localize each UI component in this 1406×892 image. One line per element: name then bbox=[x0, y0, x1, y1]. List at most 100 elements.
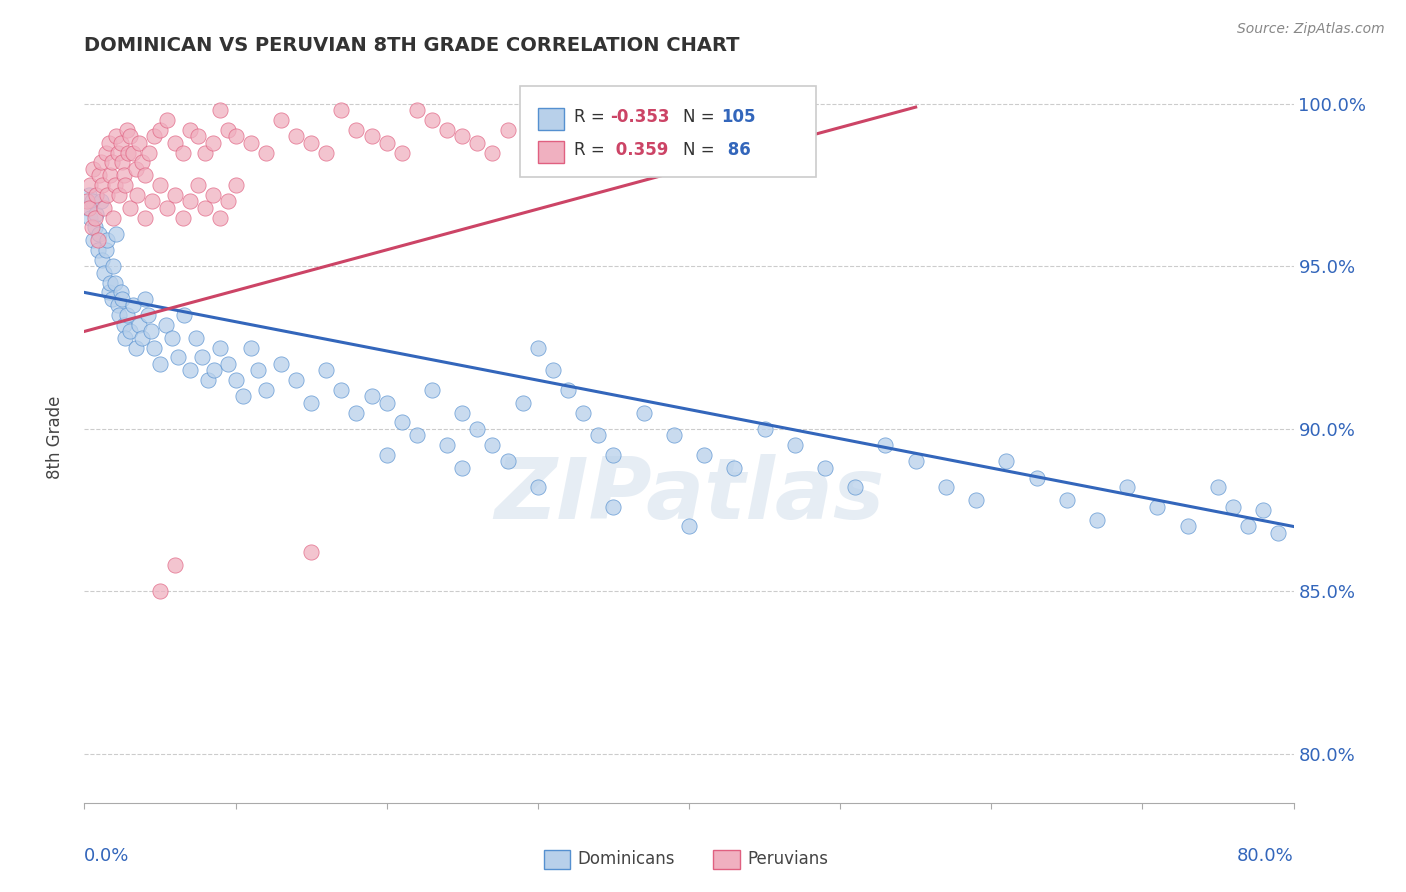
Point bbox=[481, 145, 503, 160]
Text: 0.359: 0.359 bbox=[610, 141, 669, 159]
Point bbox=[186, 331, 208, 345]
Point bbox=[149, 357, 172, 371]
Point bbox=[481, 438, 503, 452]
Point bbox=[131, 331, 153, 345]
Point bbox=[375, 136, 398, 150]
Point bbox=[299, 136, 322, 150]
Point bbox=[149, 123, 172, 137]
FancyBboxPatch shape bbox=[538, 108, 564, 130]
Point bbox=[1177, 519, 1199, 533]
Point bbox=[512, 396, 534, 410]
FancyBboxPatch shape bbox=[713, 850, 740, 869]
Point bbox=[723, 461, 745, 475]
Point bbox=[115, 123, 138, 137]
Text: 80.0%: 80.0% bbox=[1237, 847, 1294, 864]
Point bbox=[270, 357, 292, 371]
Point bbox=[904, 454, 927, 468]
Point bbox=[217, 194, 239, 209]
Point bbox=[254, 145, 277, 160]
Point bbox=[467, 422, 489, 436]
Point bbox=[172, 211, 194, 225]
Point bbox=[101, 211, 124, 225]
Point bbox=[391, 416, 413, 430]
Text: N =: N = bbox=[683, 141, 714, 159]
Point bbox=[104, 276, 127, 290]
Point bbox=[315, 145, 337, 160]
Point bbox=[375, 396, 398, 410]
Text: ZIPatlas: ZIPatlas bbox=[494, 454, 884, 537]
Point bbox=[194, 145, 217, 160]
Point bbox=[118, 201, 141, 215]
Point bbox=[693, 448, 716, 462]
Point bbox=[217, 123, 239, 137]
Point bbox=[232, 389, 254, 403]
Point bbox=[101, 260, 124, 274]
Point bbox=[94, 145, 117, 160]
Point bbox=[115, 308, 138, 322]
Point bbox=[1085, 513, 1108, 527]
Point bbox=[79, 178, 101, 193]
Point bbox=[1056, 493, 1078, 508]
Point bbox=[179, 123, 201, 137]
Point bbox=[239, 136, 262, 150]
Text: Peruvians: Peruvians bbox=[747, 850, 828, 868]
Point bbox=[557, 136, 579, 150]
Point bbox=[754, 422, 776, 436]
Text: DOMINICAN VS PERUVIAN 8TH GRADE CORRELATION CHART: DOMINICAN VS PERUVIAN 8TH GRADE CORRELAT… bbox=[84, 36, 740, 54]
Point bbox=[136, 308, 159, 322]
Point bbox=[225, 373, 247, 387]
Point bbox=[187, 178, 209, 193]
Point bbox=[602, 145, 624, 160]
Point bbox=[1222, 500, 1244, 514]
Point bbox=[557, 383, 579, 397]
Point bbox=[330, 383, 353, 397]
Point bbox=[420, 113, 443, 128]
Point bbox=[156, 113, 179, 128]
Point bbox=[117, 145, 139, 160]
Point bbox=[100, 292, 122, 306]
Point bbox=[98, 169, 121, 183]
Point bbox=[346, 123, 368, 137]
Point bbox=[93, 266, 115, 280]
Point bbox=[179, 194, 201, 209]
Point bbox=[114, 178, 136, 193]
Point bbox=[149, 584, 172, 599]
Point bbox=[86, 187, 108, 202]
Point bbox=[108, 308, 131, 322]
Point bbox=[633, 406, 655, 420]
Point bbox=[191, 351, 214, 365]
Point bbox=[142, 129, 165, 144]
Point bbox=[202, 363, 225, 377]
Text: 0.0%: 0.0% bbox=[84, 847, 129, 864]
Point bbox=[225, 178, 247, 193]
Point bbox=[239, 341, 262, 355]
Point bbox=[173, 308, 195, 322]
Point bbox=[107, 298, 129, 312]
Point bbox=[100, 155, 122, 169]
Point bbox=[76, 194, 98, 209]
Point bbox=[84, 211, 107, 225]
Point bbox=[165, 558, 187, 573]
Point bbox=[125, 341, 148, 355]
Point bbox=[90, 194, 112, 209]
Point bbox=[141, 194, 163, 209]
Point bbox=[209, 211, 232, 225]
Point bbox=[82, 234, 104, 248]
Text: -0.353: -0.353 bbox=[610, 109, 669, 127]
Point bbox=[79, 211, 101, 225]
Point bbox=[844, 480, 866, 494]
Point bbox=[315, 363, 337, 377]
Point bbox=[217, 357, 239, 371]
Point bbox=[1237, 519, 1260, 533]
Point bbox=[194, 201, 217, 215]
Point bbox=[783, 438, 806, 452]
Point bbox=[118, 325, 141, 339]
Point bbox=[299, 545, 322, 559]
Point bbox=[94, 243, 117, 257]
Point bbox=[588, 428, 610, 442]
Point bbox=[134, 292, 156, 306]
Point bbox=[80, 220, 103, 235]
Point bbox=[111, 155, 134, 169]
Text: R =: R = bbox=[574, 109, 605, 127]
Point bbox=[527, 129, 550, 144]
